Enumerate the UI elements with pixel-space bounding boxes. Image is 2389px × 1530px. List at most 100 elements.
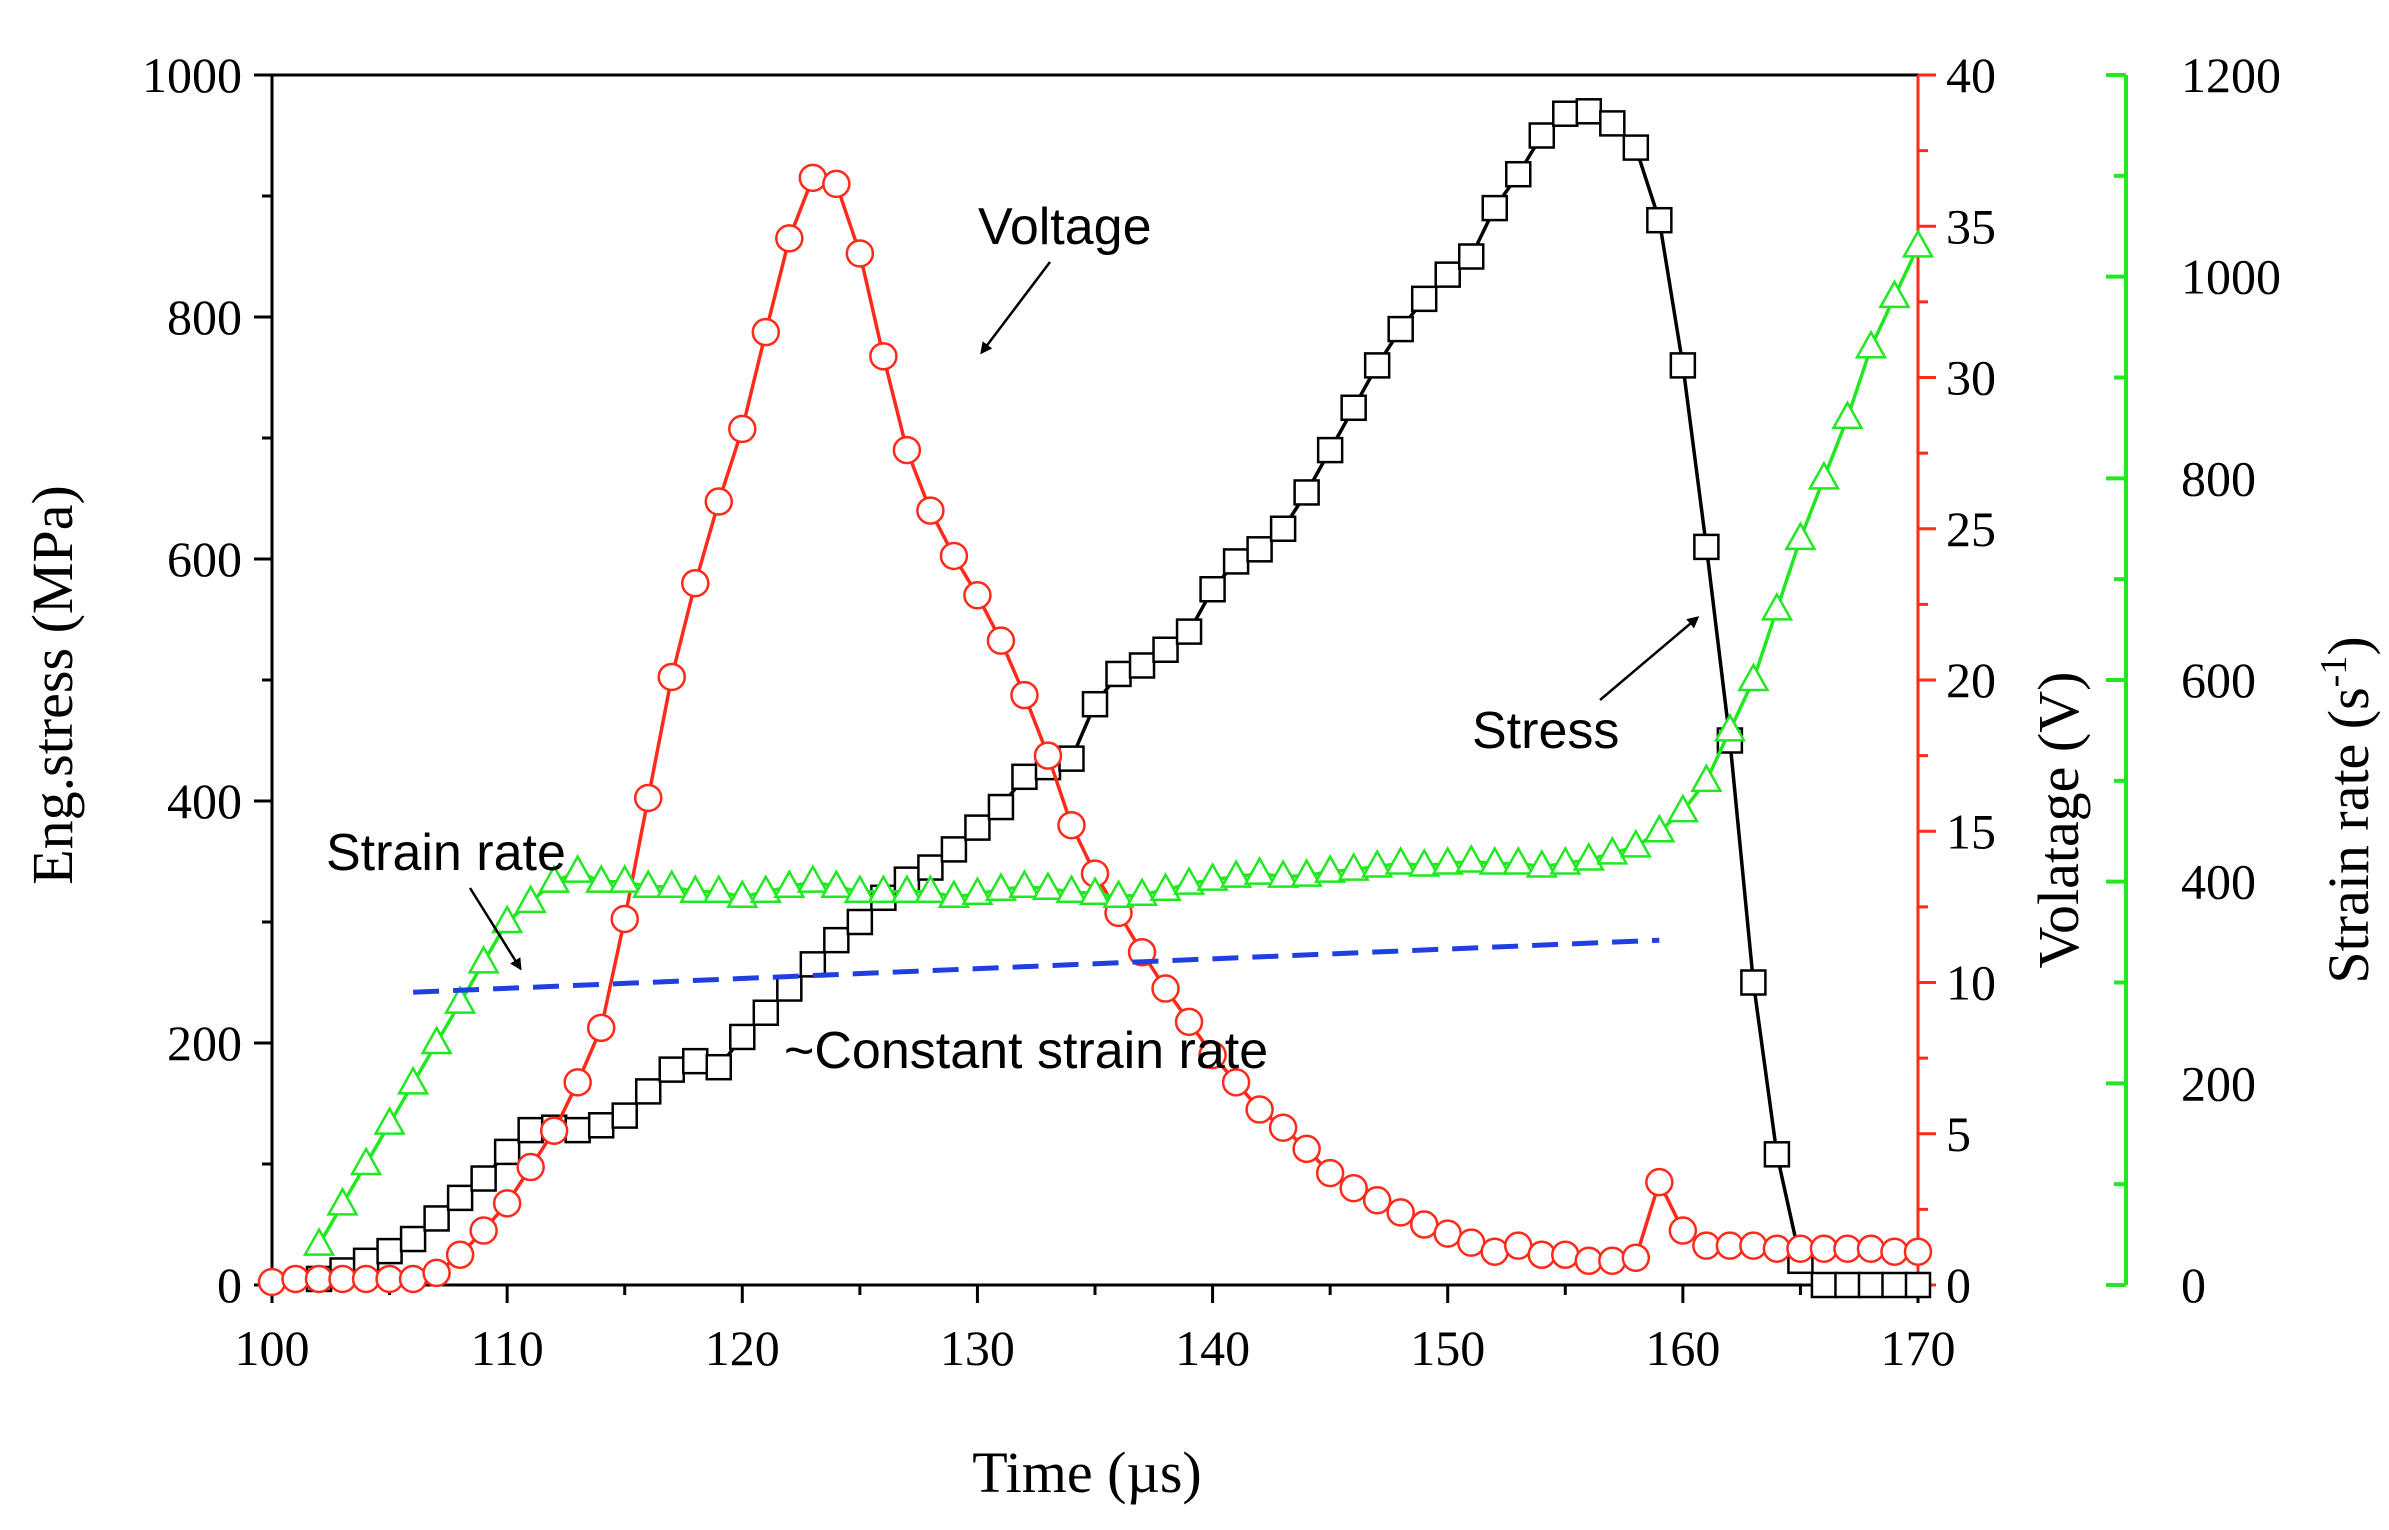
voltage-marker (1762, 1234, 1792, 1263)
strain-rate-marker (632, 869, 665, 898)
series-stress (305, 98, 1932, 1299)
strain-rate-marker (1337, 852, 1370, 881)
stress-marker (1293, 479, 1320, 506)
voltage-marker (1033, 741, 1063, 770)
voltage-marker (798, 163, 828, 193)
stress-marker (846, 908, 874, 936)
voltage-marker (892, 435, 922, 465)
left-tick-label: 600 (167, 531, 242, 587)
strain-rate-marker (843, 874, 876, 903)
stress-marker (1434, 261, 1461, 288)
voltage-marker (775, 224, 804, 253)
annotation-voltage-arrow (980, 261, 1051, 355)
right-tick-label: 10 (1946, 955, 1996, 1011)
strain-rate-marker (890, 874, 924, 903)
strain-rate-marker (655, 869, 688, 898)
voltage-marker (281, 1264, 310, 1294)
stress-marker (1763, 1141, 1791, 1168)
x-tick-label: 110 (471, 1320, 544, 1376)
strain-rate-marker (1431, 845, 1464, 875)
right-tick-label: 5 (1946, 1106, 1971, 1162)
voltage-marker (1221, 1068, 1251, 1097)
annotation-strain-rate-arrow (468, 887, 522, 971)
voltage-marker (916, 496, 945, 525)
strain-rate-marker (1266, 859, 1300, 888)
stress-marker (376, 1237, 403, 1265)
strain-rate-marker (585, 864, 618, 893)
right-tick-label: 35 (1946, 198, 1996, 254)
strain-rate-marker (1525, 848, 1558, 878)
voltage-marker (1127, 938, 1157, 967)
voltage-marker (1833, 1234, 1862, 1263)
voltage-marker (492, 1189, 522, 1218)
stress-marker (823, 926, 850, 954)
voltage-marker (1621, 1243, 1651, 1273)
series-line-stress (318, 109, 1918, 1287)
strain-rate-marker (561, 854, 594, 883)
voltage-marker (1574, 1246, 1604, 1276)
stress-marker (1457, 243, 1485, 270)
strain-rate-marker (1901, 228, 1935, 258)
voltage-marker (539, 1116, 569, 1145)
annotation-strain-rate: Strain rate (326, 824, 566, 882)
stress-marker (1646, 206, 1673, 234)
stress-marker (611, 1102, 638, 1129)
x-tick-label: 140 (1175, 1320, 1250, 1376)
left-tick-label: 1000 (142, 47, 242, 103)
stress-marker (1081, 690, 1109, 718)
voltage-marker (1739, 1231, 1768, 1260)
stress-marker (964, 814, 991, 841)
voltage-marker (1668, 1216, 1698, 1245)
voltage-marker (1174, 1007, 1204, 1037)
strain-rate-marker (302, 1227, 336, 1256)
voltage-marker (257, 1267, 287, 1297)
strain-rate-marker (1666, 793, 1699, 823)
strain-rate-marker (443, 985, 477, 1014)
voltage-marker (728, 414, 757, 444)
stress-marker (634, 1078, 662, 1105)
stress-marker (1128, 652, 1156, 679)
voltage-marker (657, 662, 686, 692)
strain-rate-marker (1172, 866, 1206, 895)
annotation-voltage: Voltage (978, 198, 1152, 256)
voltage-marker (563, 1068, 592, 1097)
stress-marker (1857, 1271, 1885, 1299)
right2-axis-title-end: ) (2316, 636, 2381, 655)
strain-rate-marker (1196, 862, 1229, 891)
stress-marker (423, 1205, 450, 1232)
right2-axis-title: Strain rate (s-1) (2313, 636, 2381, 983)
right2-tick-label: 200 (2181, 1055, 2256, 1111)
voltage-marker (1480, 1237, 1509, 1266)
strain-rate-marker (396, 1065, 430, 1095)
right-tick-label: 15 (1946, 803, 1996, 859)
voltage-marker (1315, 1158, 1345, 1188)
strain-rate-marker (1737, 662, 1770, 692)
voltage-marker (1268, 1113, 1298, 1142)
stress-marker (1740, 969, 1767, 996)
stress-marker (1222, 548, 1250, 575)
stress-marker (1246, 536, 1273, 563)
voltage-marker (1809, 1234, 1839, 1263)
right-tick-label: 20 (1946, 652, 1996, 708)
stress-marker (446, 1184, 474, 1212)
strain-rate-marker (1102, 879, 1135, 909)
stress-marker (729, 1023, 756, 1051)
voltage-marker (986, 626, 1016, 655)
left-tick-label: 0 (217, 1257, 242, 1313)
strain-rate-marker (326, 1186, 359, 1216)
right-tick-label: 25 (1946, 501, 1996, 557)
strain-rate-marker (1619, 828, 1652, 858)
voltage-marker (1645, 1167, 1674, 1197)
voltage-marker (1786, 1234, 1815, 1263)
strain-rate-marker (702, 874, 735, 903)
strain-rate-marker (1384, 845, 1417, 875)
stress-marker (1269, 515, 1297, 542)
stress-marker (987, 793, 1015, 821)
voltage-marker (1292, 1134, 1321, 1164)
right2-tick-label: 600 (2181, 652, 2256, 708)
voltage-marker (1433, 1219, 1462, 1248)
annotation-constant-strain-rate: ~Constant strain rate (784, 1022, 1268, 1080)
strain-rate-marker (1361, 848, 1394, 878)
voltage-marker (351, 1264, 381, 1294)
